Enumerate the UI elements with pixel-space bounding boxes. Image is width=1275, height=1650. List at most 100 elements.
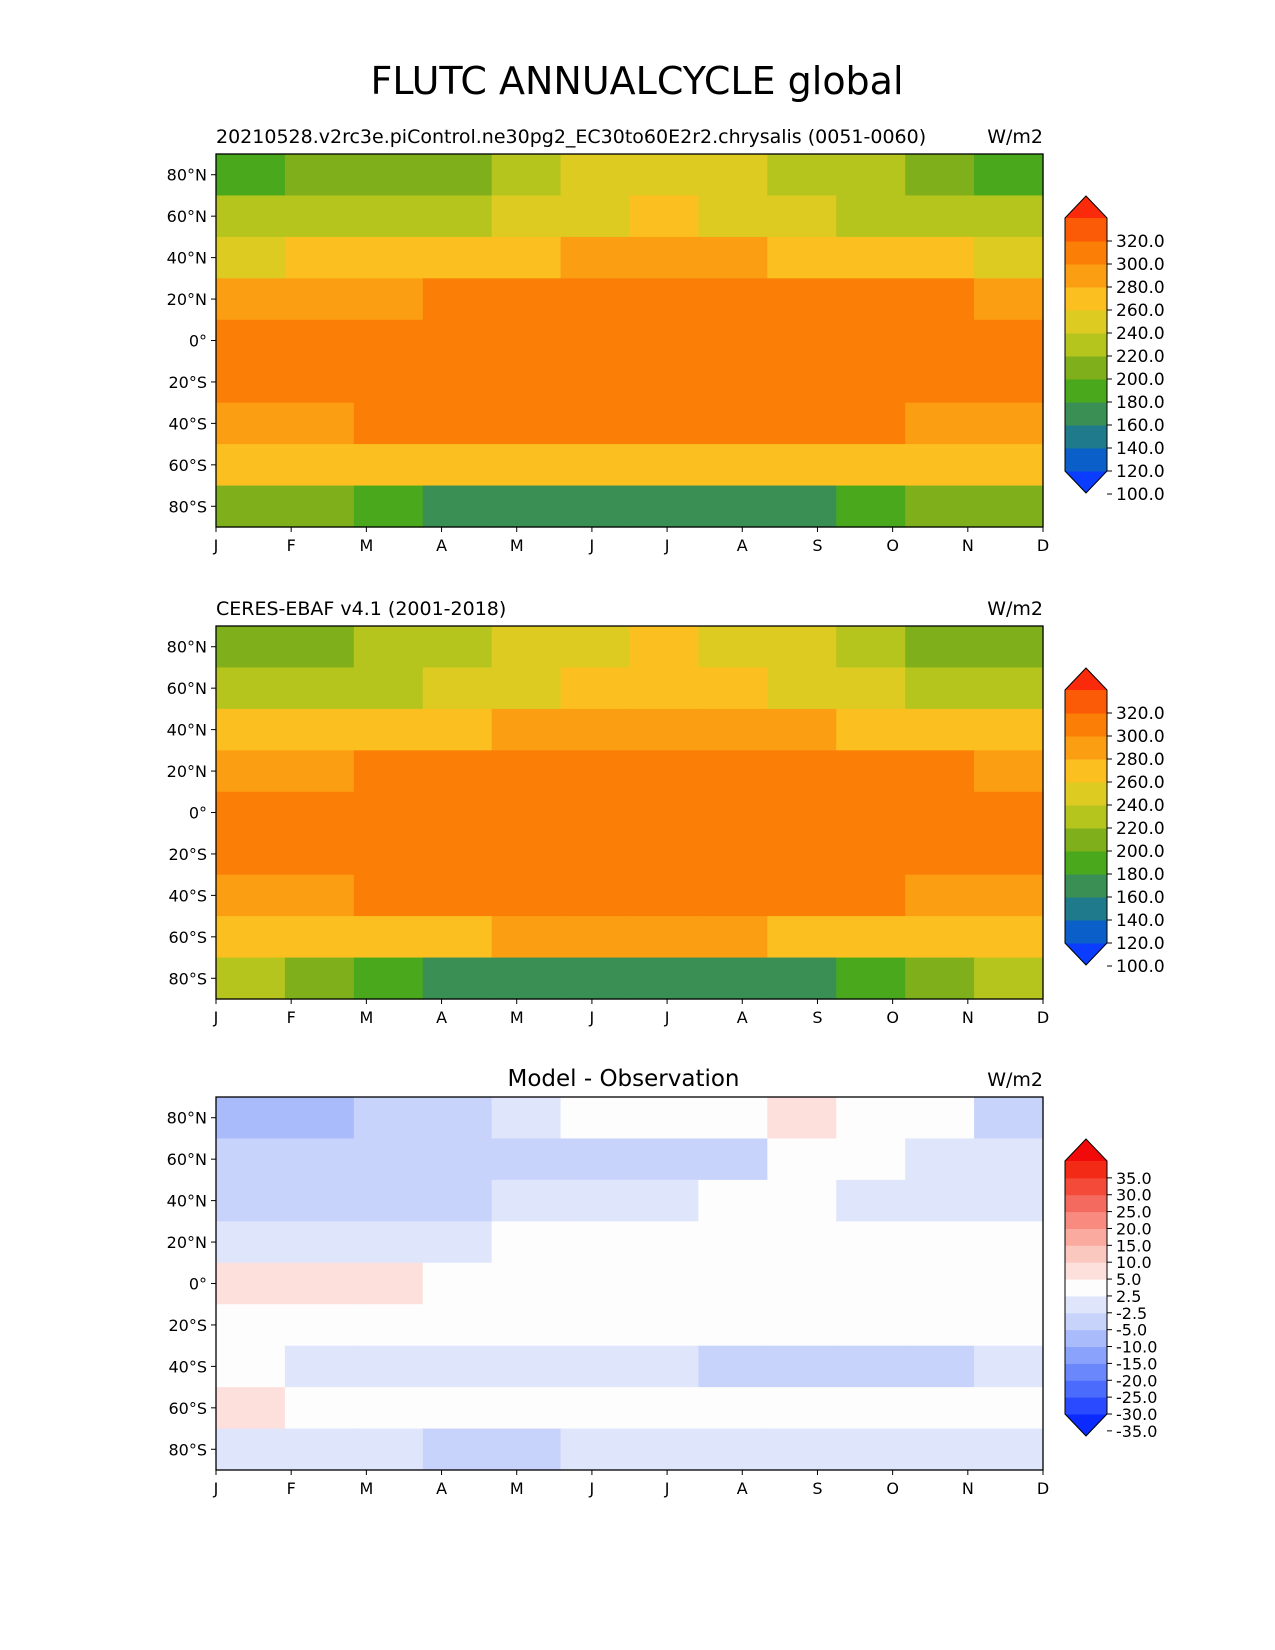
heatmap-cell <box>560 1097 631 1140</box>
heatmap-cell <box>905 1221 975 1264</box>
heatmap-cell <box>905 1262 975 1305</box>
heatmap-cell <box>836 1097 906 1140</box>
heatmap-cell <box>422 278 493 321</box>
heatmap-cell <box>974 154 1044 197</box>
heatmap-cell <box>629 874 700 917</box>
colorbar: 320.0 300.0 280.0 260.0 240.0 220.0 200.0 180.0… <box>1064 667 1165 977</box>
heatmap-cell <box>284 236 355 279</box>
heatmap-cell <box>353 874 424 917</box>
heatmap-cell <box>284 1262 355 1305</box>
colorbar-tick-label: 20.0 <box>1116 1219 1152 1238</box>
heatmap-cell <box>905 402 975 445</box>
heatmap-cell <box>836 1304 906 1347</box>
x-tick-label: J <box>213 536 219 555</box>
heatmap-cell <box>836 833 906 876</box>
x-tick-label: M <box>359 1479 373 1498</box>
colorbar-segment <box>1065 333 1107 357</box>
heatmap-cell <box>767 1387 837 1430</box>
heatmap-cell <box>836 708 906 751</box>
colorbar-tick-label: 240.0 <box>1116 796 1165 816</box>
heatmap-cell <box>284 791 355 834</box>
heatmap-cell <box>698 874 768 917</box>
heatmap-cell <box>216 1262 286 1305</box>
colorbar-tick-label: 120.0 <box>1116 462 1165 482</box>
heatmap-cell <box>629 361 700 404</box>
heatmap-cell <box>353 278 424 321</box>
heatmap-cell <box>974 1387 1044 1430</box>
chart-panel-1: 20210528.v2rc3e.piControl.ne30pg2_EC30to… <box>167 126 1165 555</box>
heatmap-cell <box>491 626 562 669</box>
heatmap-cell <box>629 1221 700 1264</box>
x-tick-label: J <box>589 1008 595 1027</box>
heatmap-cell <box>974 667 1044 710</box>
heatmap-cell <box>216 1387 286 1430</box>
heatmap-cell <box>698 708 768 751</box>
heatmap-cell <box>767 667 837 710</box>
heatmap-cell <box>974 1262 1044 1305</box>
heatmap-cell <box>216 833 286 876</box>
heatmap-cell <box>905 916 975 959</box>
heatmap-cell <box>422 1179 493 1222</box>
heatmap-cell <box>353 1387 424 1430</box>
heatmap-cell <box>560 1428 631 1471</box>
colorbar-segment <box>1065 828 1107 852</box>
heatmap-cell <box>698 1179 768 1222</box>
colorbar-extend-max <box>1065 1139 1107 1161</box>
heatmap-cell <box>422 708 493 751</box>
heatmap-cell <box>422 750 493 793</box>
heatmap-cell <box>767 916 837 959</box>
heatmap-cell <box>353 916 424 959</box>
y-tick-label: 40°N <box>167 721 207 740</box>
x-tick-label: N <box>962 1008 974 1027</box>
heatmap-cell <box>491 957 562 1000</box>
heatmap-cell <box>560 1262 631 1305</box>
x-tick-label: D <box>1037 1008 1049 1027</box>
heatmap-cell <box>698 1138 768 1181</box>
heatmap-cell <box>698 236 768 279</box>
heatmap-cell <box>353 1428 424 1471</box>
x-tick-label: M <box>359 1008 373 1027</box>
heatmap-cell <box>560 957 631 1000</box>
heatmap-cell <box>216 1138 286 1181</box>
y-tick-label: 60°N <box>167 1150 207 1169</box>
heatmap-cell <box>629 195 700 238</box>
colorbar-extend-min <box>1065 471 1107 493</box>
y-tick-label: 80°S <box>168 497 207 516</box>
heatmap-cell <box>560 1345 631 1388</box>
heatmap-cell <box>422 444 493 487</box>
heatmap-cell <box>836 1221 906 1264</box>
x-tick-label: J <box>664 1008 670 1027</box>
heatmap-cell <box>491 319 562 362</box>
panel-units: W/m2 <box>987 1069 1043 1091</box>
heatmap-cell <box>491 916 562 959</box>
heatmap-cell <box>284 278 355 321</box>
heatmap-cell <box>974 195 1044 238</box>
x-tick-label: D <box>1037 1479 1049 1498</box>
heatmap-cell <box>767 1304 837 1347</box>
x-tick-label: M <box>359 536 373 555</box>
heatmap-cell <box>560 1304 631 1347</box>
heatmap-cell <box>491 1179 562 1222</box>
heatmap-cell <box>905 874 975 917</box>
heatmap-cell <box>905 957 975 1000</box>
heatmap-cell <box>216 957 286 1000</box>
heatmap-cell <box>698 444 768 487</box>
colorbar-segment <box>1065 379 1107 403</box>
heatmap-cell <box>629 1262 700 1305</box>
colorbar-tick-label: 200.0 <box>1116 370 1165 390</box>
heatmap-cell <box>905 667 975 710</box>
heatmap-cell <box>353 1221 424 1264</box>
heatmap-cell <box>560 791 631 834</box>
y-tick-label: 60°S <box>168 928 207 947</box>
heatmap-cell <box>216 361 286 404</box>
y-tick-label: 40°S <box>168 414 207 433</box>
heatmap-cell <box>491 1387 562 1430</box>
heatmap-cell <box>698 1097 768 1140</box>
heatmap-cell <box>629 444 700 487</box>
heatmap-cell <box>767 195 837 238</box>
colorbar-tick-label: 100.0 <box>1116 485 1165 505</box>
colorbar-segment <box>1065 287 1107 311</box>
heatmap-cell <box>974 833 1044 876</box>
colorbar-segment <box>1065 1245 1107 1263</box>
heatmap-cell <box>284 957 355 1000</box>
